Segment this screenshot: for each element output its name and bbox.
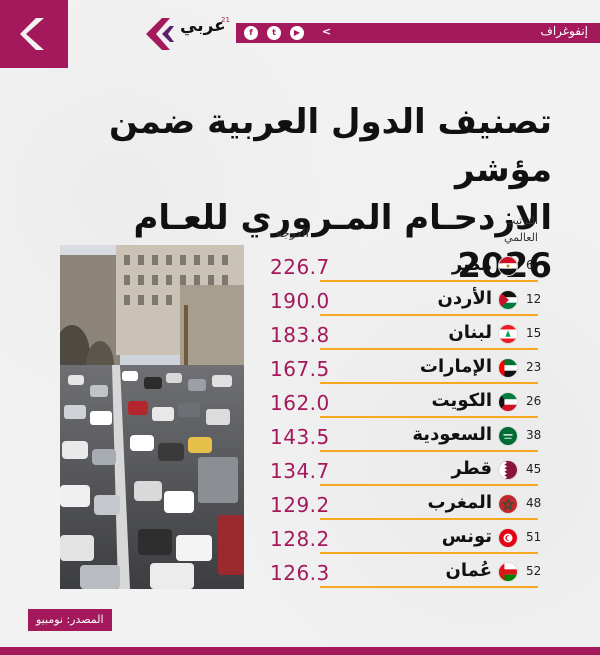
row-country: الأردن xyxy=(437,288,492,309)
row-country: مصر xyxy=(451,254,492,275)
brand-sub: 21 xyxy=(221,16,230,24)
row-rank: 23 xyxy=(526,360,542,374)
row-score: 226.7 xyxy=(270,255,330,279)
row-country: تونس xyxy=(441,526,492,547)
table-row: 143.5 السعودية 38 xyxy=(270,422,560,456)
row-score: 162.0 xyxy=(270,391,330,415)
source-label: المصدر: نومبيو xyxy=(28,609,112,631)
corner-logo-icon xyxy=(0,0,68,68)
rank-column-header: الترتيب العالمي xyxy=(504,214,538,244)
row-rank: 45 xyxy=(526,462,542,476)
row-country: المغرب xyxy=(427,492,492,513)
row-divider xyxy=(320,348,538,350)
top-bar: f t ▶ < إنفوغراف xyxy=(236,23,600,43)
row-rank: 12 xyxy=(526,292,542,306)
row-score: 167.5 xyxy=(270,357,330,381)
row-country: الكويت xyxy=(431,390,493,411)
row-score: 126.3 xyxy=(270,561,330,585)
table-row: 183.8 لبنان 15 xyxy=(270,320,560,354)
row-country: عُمان xyxy=(445,560,493,581)
row-divider xyxy=(320,484,538,486)
row-score: 129.2 xyxy=(270,493,330,517)
row-country: لبنان xyxy=(448,322,492,343)
row-rank: 15 xyxy=(526,326,542,340)
row-score: 128.2 xyxy=(270,527,330,551)
row-divider xyxy=(320,280,538,282)
page-title: تصنيف الدول العربية ضمن مؤشر الازدحـام ا… xyxy=(32,98,552,290)
row-score: 190.0 xyxy=(270,289,330,313)
social-links: f t ▶ xyxy=(244,26,304,40)
brand-logo-icon xyxy=(146,18,174,50)
row-country: قطر xyxy=(451,458,492,479)
row-divider xyxy=(320,518,538,520)
tunisia-flag-icon xyxy=(498,528,518,548)
row-score: 183.8 xyxy=(270,323,330,347)
table-row: 128.2 تونس 51 xyxy=(270,524,560,558)
share-icon[interactable]: < xyxy=(322,25,332,38)
oman-flag-icon xyxy=(498,562,518,582)
row-rank: 38 xyxy=(526,428,542,442)
score-column-header: الدرجة xyxy=(276,226,309,240)
youtube-icon[interactable]: ▶ xyxy=(290,26,304,40)
row-divider xyxy=(320,552,538,554)
morocco-flag-icon xyxy=(498,494,518,514)
row-score: 143.5 xyxy=(270,425,330,449)
row-country: السعودية xyxy=(412,424,492,445)
row-divider xyxy=(320,314,538,316)
table-row: 167.5 الإمارات 23 xyxy=(270,354,560,388)
title-line-1: تصنيف الدول العربية ضمن مؤشر xyxy=(109,102,552,190)
egypt-flag-icon xyxy=(498,256,518,276)
table-row: 129.2 المغرب 48 xyxy=(270,490,560,524)
row-rank: 6 xyxy=(526,258,534,272)
bottom-bar xyxy=(0,647,600,655)
row-divider xyxy=(320,416,538,418)
saudi-flag-icon xyxy=(498,426,518,446)
table-row: 190.0 الأردن 12 xyxy=(270,286,560,320)
row-rank: 51 xyxy=(526,530,542,544)
traffic-photo xyxy=(60,245,244,589)
row-rank: 48 xyxy=(526,496,542,510)
qatar-flag-icon xyxy=(498,460,518,480)
row-score: 134.7 xyxy=(270,459,330,483)
table-row: 226.7 مصر 6 xyxy=(270,252,560,286)
row-divider xyxy=(320,586,538,588)
table-row: 126.3 عُمان 52 xyxy=(270,558,560,592)
row-rank: 52 xyxy=(526,564,542,578)
twitter-icon[interactable]: t xyxy=(267,26,281,40)
uae-flag-icon xyxy=(498,358,518,378)
category-label: إنفوغراف xyxy=(540,24,588,38)
row-country: الإمارات xyxy=(419,356,492,377)
table-row: 162.0 الكويت 26 xyxy=(270,388,560,422)
jordan-flag-icon xyxy=(498,290,518,310)
facebook-icon[interactable]: f xyxy=(244,26,258,40)
row-divider xyxy=(320,450,538,452)
kuwait-flag-icon xyxy=(498,392,518,412)
table-row: 134.7 قطر 45 xyxy=(270,456,560,490)
row-divider xyxy=(320,382,538,384)
lebanon-flag-icon xyxy=(498,324,518,344)
brand-name: عربي xyxy=(180,16,226,36)
row-rank: 26 xyxy=(526,394,542,408)
